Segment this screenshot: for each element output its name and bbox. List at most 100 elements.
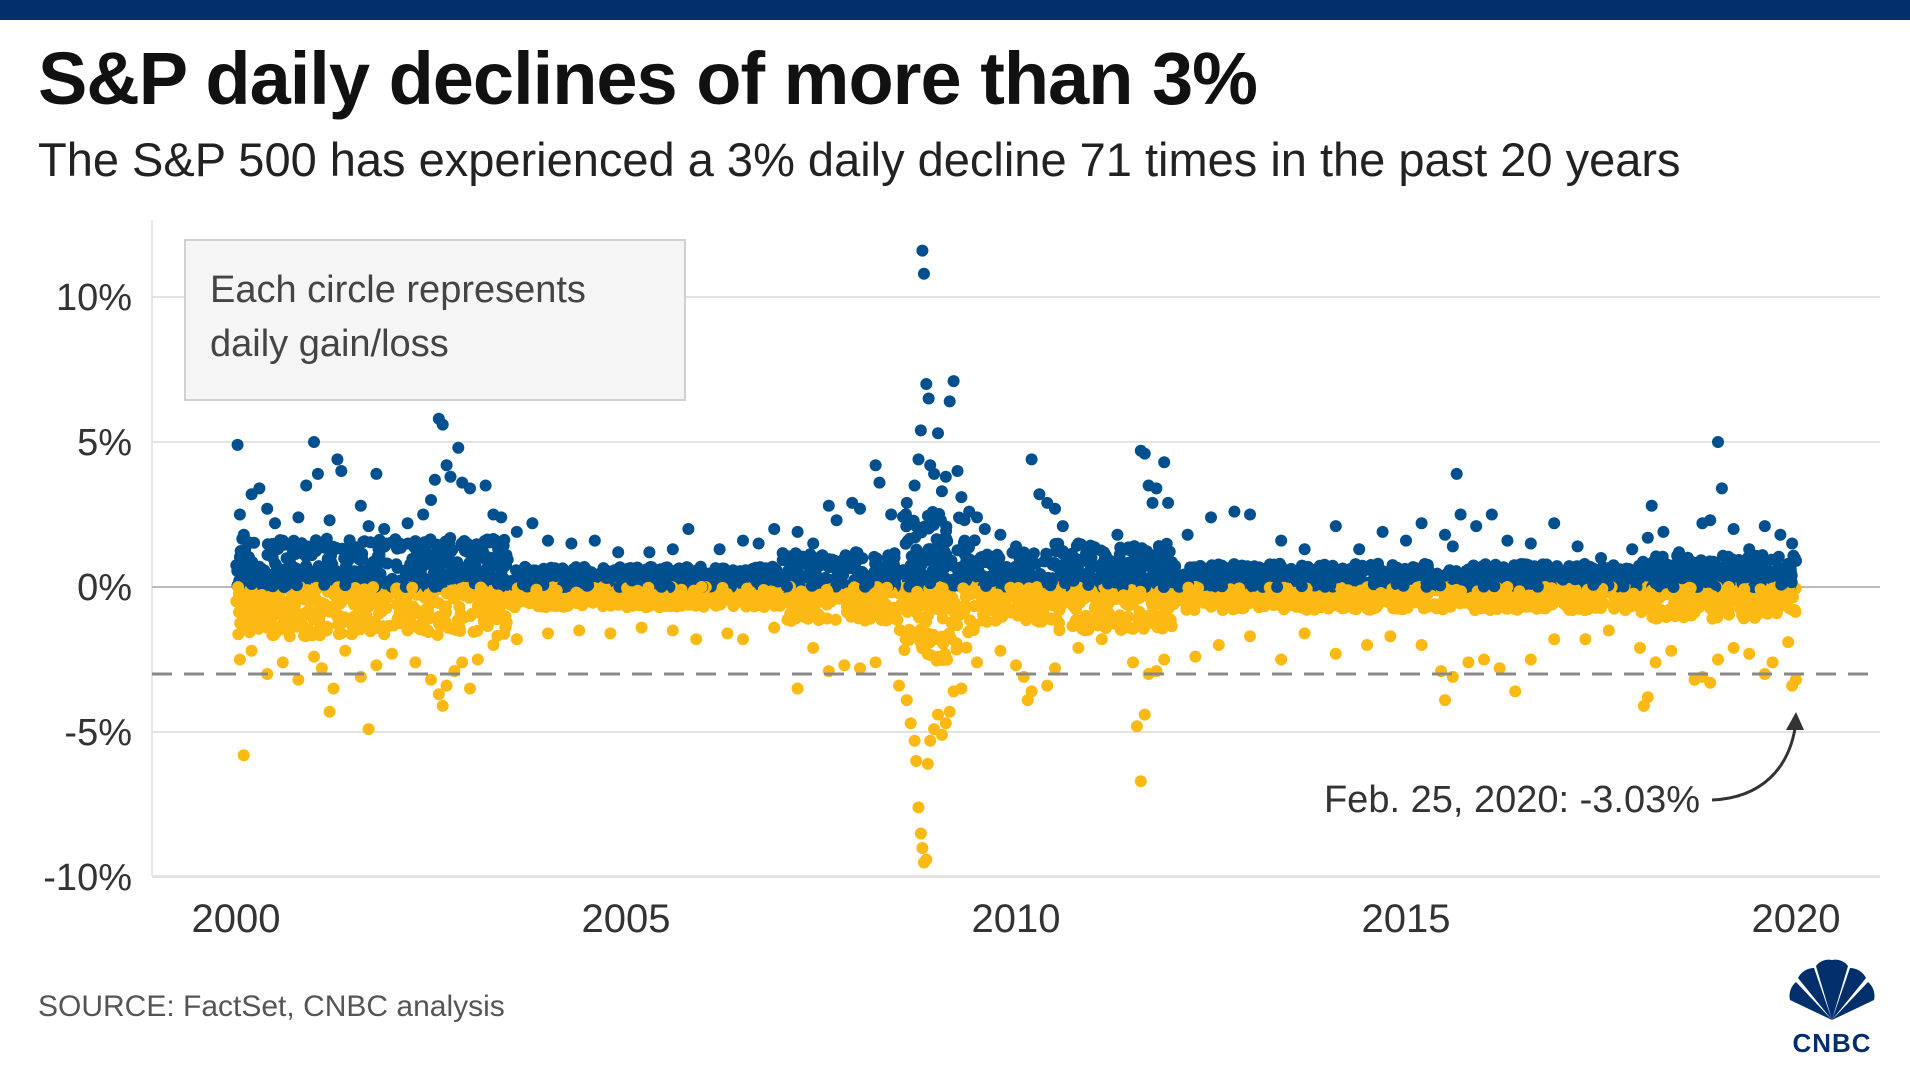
gain-point [655, 580, 668, 593]
loss-point [1706, 612, 1719, 625]
gain-point [1332, 571, 1344, 584]
loss-point [1680, 604, 1693, 617]
gain-point [1049, 502, 1061, 515]
gain-point [1645, 499, 1658, 512]
loss-point [514, 595, 527, 608]
gain-point [364, 571, 377, 584]
loss-point [471, 653, 484, 666]
loss-point [276, 656, 289, 669]
gain-point [308, 436, 320, 448]
gain-point [917, 267, 930, 280]
gain-point [1563, 560, 1576, 573]
gain-point [1148, 554, 1161, 567]
loss-point [594, 591, 607, 604]
gain-point [483, 536, 496, 549]
loss-point [1635, 596, 1648, 609]
gain-point [563, 574, 576, 586]
gain-point [940, 533, 953, 545]
gain-point [1765, 553, 1778, 566]
gain-point [793, 569, 806, 582]
gain-point [428, 473, 441, 486]
loss-point [332, 618, 344, 631]
loss-point [911, 585, 924, 598]
loss-point [306, 607, 319, 620]
loss-point [1134, 619, 1147, 632]
gain-point [912, 453, 925, 466]
gain-point [776, 547, 789, 560]
gain-point [1275, 534, 1288, 547]
loss-point [1231, 588, 1244, 601]
gain-point [588, 534, 601, 547]
loss-point [425, 673, 437, 686]
loss-point [732, 590, 745, 603]
gain-point [971, 511, 983, 524]
gain-point [1774, 528, 1787, 541]
gain-point [1415, 517, 1428, 530]
gain-point [495, 511, 508, 524]
gain-point [445, 572, 458, 585]
loss-point [1002, 602, 1015, 615]
loss-point [1134, 585, 1147, 598]
loss-point [914, 827, 927, 840]
gain-point [248, 536, 261, 549]
gain-point [400, 567, 412, 580]
gain-point [1667, 581, 1680, 593]
loss-point [550, 584, 563, 597]
loss-point [1182, 581, 1195, 594]
gain-point [1067, 558, 1080, 571]
loss-point [1029, 595, 1042, 608]
gain-point [237, 528, 250, 541]
loss-point [420, 602, 433, 615]
gain-point [436, 418, 449, 431]
gain-point [1477, 580, 1490, 593]
gain-point [393, 537, 406, 550]
gain-point [1025, 453, 1038, 466]
gain-point [978, 523, 991, 535]
gain-point [659, 571, 671, 584]
gain-point [1754, 567, 1767, 580]
gain-point [1439, 528, 1451, 541]
x-tick-label: 2015 [1362, 897, 1451, 941]
gain-point [409, 564, 422, 577]
loss-point [604, 592, 617, 605]
gain-point [1711, 568, 1724, 581]
loss-point [1078, 592, 1091, 605]
loss-point [370, 659, 383, 672]
loss-point [1015, 596, 1028, 609]
loss-point [1491, 603, 1504, 615]
loss-point [1444, 600, 1457, 613]
gain-point [1253, 561, 1266, 574]
gain-point [854, 502, 866, 515]
gain-point [1758, 520, 1771, 533]
loss-point [477, 615, 490, 628]
gain-point [869, 459, 882, 472]
loss-point [1513, 585, 1526, 598]
gain-point [312, 542, 325, 555]
gain-point [358, 535, 371, 548]
y-tick-label: -10% [43, 857, 132, 899]
loss-point [409, 607, 421, 620]
gain-point [1298, 543, 1311, 556]
loss-point [968, 600, 981, 613]
gain-point [951, 465, 964, 477]
loss-point [253, 592, 266, 604]
loss-point [881, 581, 893, 594]
gain-point [1732, 557, 1745, 570]
loss-point [1151, 621, 1164, 634]
loss-point [484, 601, 497, 614]
loss-point [268, 607, 281, 620]
gain-point [1637, 555, 1649, 568]
loss-point [1740, 603, 1753, 616]
loss-point [1342, 584, 1355, 597]
loss-point [1722, 581, 1735, 593]
gain-point [1571, 540, 1584, 553]
gain-point [640, 563, 653, 576]
gain-point [873, 476, 886, 489]
loss-point [1593, 594, 1606, 607]
loss-point [320, 624, 333, 637]
loss-point [775, 593, 788, 606]
loss-point [1324, 595, 1336, 608]
loss-point [1478, 595, 1491, 608]
loss-point [554, 597, 567, 610]
gain-point [529, 564, 542, 577]
